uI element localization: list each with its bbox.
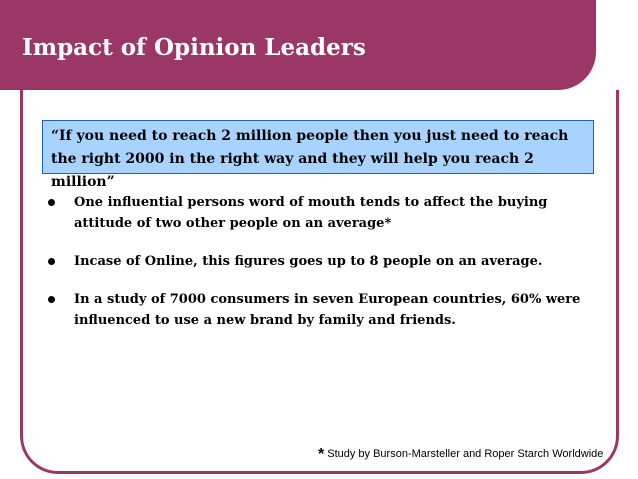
bullet-text: Incase of Online, this figures goes up t… bbox=[74, 254, 543, 269]
bullet-list: One influential persons word of mouth te… bbox=[48, 192, 588, 348]
bullet-text: In a study of 7000 consumers in seven Eu… bbox=[74, 292, 581, 328]
bullet-dot-icon bbox=[48, 258, 55, 265]
footnote-marker: * bbox=[318, 446, 325, 463]
footnote-text: Study by Burson-Marsteller and Roper Sta… bbox=[327, 448, 604, 460]
quote-text: “If you need to reach 2 million people t… bbox=[51, 128, 569, 190]
slide-title: Impact of Opinion Leaders bbox=[22, 34, 366, 61]
title-bar: Impact of Opinion Leaders bbox=[0, 0, 596, 90]
quote-box: “If you need to reach 2 million people t… bbox=[42, 120, 594, 190]
slide-frame bbox=[20, 90, 619, 474]
bullet-dot-icon bbox=[48, 296, 55, 303]
bullet-item: One influential persons word of mouth te… bbox=[48, 192, 588, 234]
bullet-item: Incase of Online, this figures goes up t… bbox=[48, 251, 588, 272]
bullet-text: One influential persons word of mouth te… bbox=[74, 195, 548, 231]
bullet-item: In a study of 7000 consumers in seven Eu… bbox=[48, 289, 588, 331]
footnote: * Study by Burson-Marsteller and Roper St… bbox=[318, 446, 618, 464]
bullet-dot-icon bbox=[48, 199, 55, 206]
